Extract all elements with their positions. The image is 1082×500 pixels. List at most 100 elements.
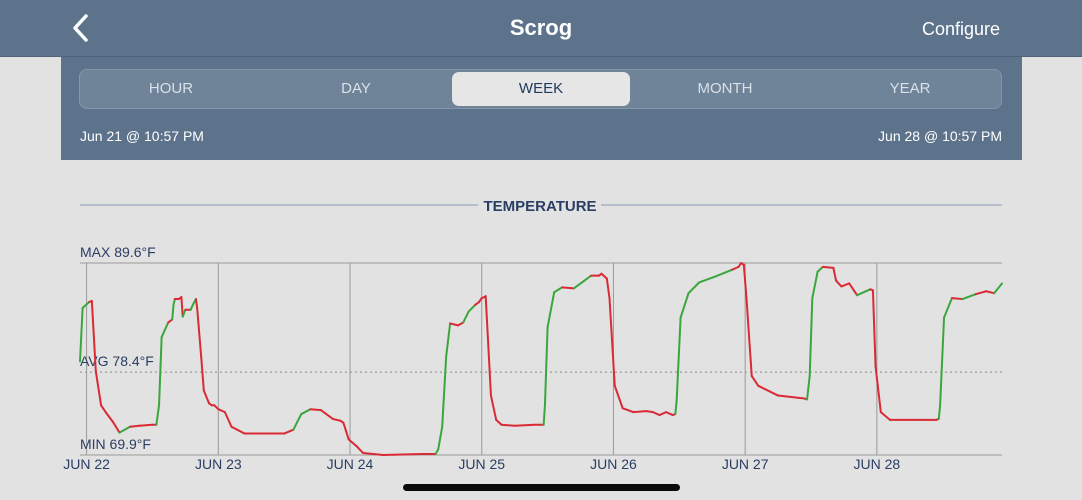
series-segment	[561, 286, 575, 290]
series-segment	[484, 295, 492, 397]
series-segment	[441, 355, 448, 428]
series-segment	[118, 425, 132, 434]
series-segment	[230, 425, 246, 435]
series-segment	[158, 336, 163, 407]
series-segment	[79, 306, 84, 363]
range-segmented-control: HOUR DAY WEEK MONTH YEAR	[79, 69, 1002, 109]
series-segment	[848, 282, 859, 297]
max-label: MAX 89.6°F	[80, 244, 156, 260]
series-segment	[811, 270, 819, 300]
series-segment	[155, 404, 161, 426]
tab-week[interactable]: WEEK	[452, 72, 630, 106]
temperature-series	[79, 262, 1003, 456]
series-segment	[320, 409, 334, 420]
avg-label: AVG 78.4°F	[80, 353, 154, 369]
min-label: MIN 69.9°F	[80, 436, 151, 452]
series-segment	[816, 265, 824, 273]
x-tick-label: JUN 25	[458, 456, 505, 472]
series-segment	[331, 417, 342, 422]
series-segment	[937, 404, 942, 420]
series-segment	[806, 375, 811, 401]
series-segment	[90, 300, 97, 373]
range-start-date: Jun 21 @ 10:57 PM	[80, 128, 204, 144]
series-segment	[542, 404, 546, 426]
series-segment	[832, 266, 838, 282]
series-segment	[81, 300, 91, 309]
configure-button[interactable]: Configure	[921, 19, 1000, 39]
series-segment	[189, 302, 195, 311]
page-title: Scrog	[509, 15, 573, 40]
series-segment	[750, 375, 760, 387]
series-segment	[194, 298, 199, 310]
x-tick-label: JUN 28	[854, 456, 901, 472]
series-segment	[777, 394, 806, 400]
series-segment	[196, 307, 203, 358]
back-button[interactable]	[66, 12, 98, 44]
nav-bar: Scrog Configure	[0, 0, 1082, 57]
tab-day[interactable]: DAY	[341, 80, 371, 97]
series-segment	[675, 316, 682, 402]
series-segment	[961, 293, 977, 301]
series-segment	[355, 445, 365, 455]
series-segment	[879, 411, 892, 421]
series-segment	[874, 365, 882, 414]
series-segment	[160, 321, 170, 339]
tab-hour[interactable]: HOUR	[148, 80, 194, 97]
range-panel: HOUR DAY WEEK MONTH YEAR Jun 21 @ 10:57 …	[61, 57, 1022, 160]
series-segment	[437, 425, 444, 451]
x-tick-label: JUN 23	[195, 456, 242, 472]
series-segment	[553, 286, 564, 294]
series-segment	[467, 303, 477, 313]
series-segment	[223, 411, 233, 428]
series-segment	[645, 410, 654, 414]
series-segment	[821, 265, 835, 269]
series-segment	[171, 303, 175, 321]
series-segment	[687, 281, 701, 295]
series-segment	[105, 412, 114, 423]
series-segment	[200, 355, 205, 392]
series-segment	[950, 297, 964, 301]
series-segment	[445, 322, 452, 358]
series-segment	[546, 291, 556, 329]
series-segment	[217, 408, 226, 414]
series-segment	[658, 411, 668, 417]
series-segment	[679, 292, 690, 319]
chart-title: TEMPERATURE	[483, 198, 596, 215]
series-segment	[180, 296, 184, 318]
series-segment	[449, 322, 460, 327]
series-segment	[993, 282, 1003, 295]
home-indicator	[403, 484, 680, 491]
series-segment	[939, 316, 946, 407]
series-segment	[745, 297, 753, 378]
range-end-date: Jun 28 @ 10:57 PM	[878, 128, 1002, 144]
series-segment	[500, 423, 516, 427]
x-tick-label: JUN 26	[590, 456, 637, 472]
series-segment	[582, 274, 593, 283]
series-segment	[300, 408, 312, 416]
series-segment	[347, 438, 358, 448]
x-tick-label: JUN 24	[327, 456, 374, 472]
series-segment	[674, 399, 678, 416]
series-segment	[651, 411, 661, 417]
series-segment	[943, 297, 953, 319]
series-segment	[94, 370, 103, 407]
tab-month[interactable]: MONTH	[697, 80, 753, 97]
series-segment	[342, 421, 350, 441]
tab-year[interactable]: YEAR	[889, 80, 931, 97]
chevron-left-icon	[73, 14, 88, 42]
series-segment	[742, 263, 748, 300]
series-segment	[572, 280, 585, 290]
series-segment	[129, 424, 141, 428]
series-segment	[605, 277, 611, 300]
series-segment	[757, 384, 780, 397]
series-segment	[840, 282, 851, 288]
series-segment	[111, 420, 121, 434]
series-segment	[138, 423, 154, 427]
series-segment	[835, 279, 843, 288]
series-segment	[730, 265, 740, 271]
series-segment	[100, 404, 108, 415]
series-segment	[292, 413, 303, 431]
chart-grid	[80, 262, 1002, 456]
series-segment	[309, 408, 323, 412]
